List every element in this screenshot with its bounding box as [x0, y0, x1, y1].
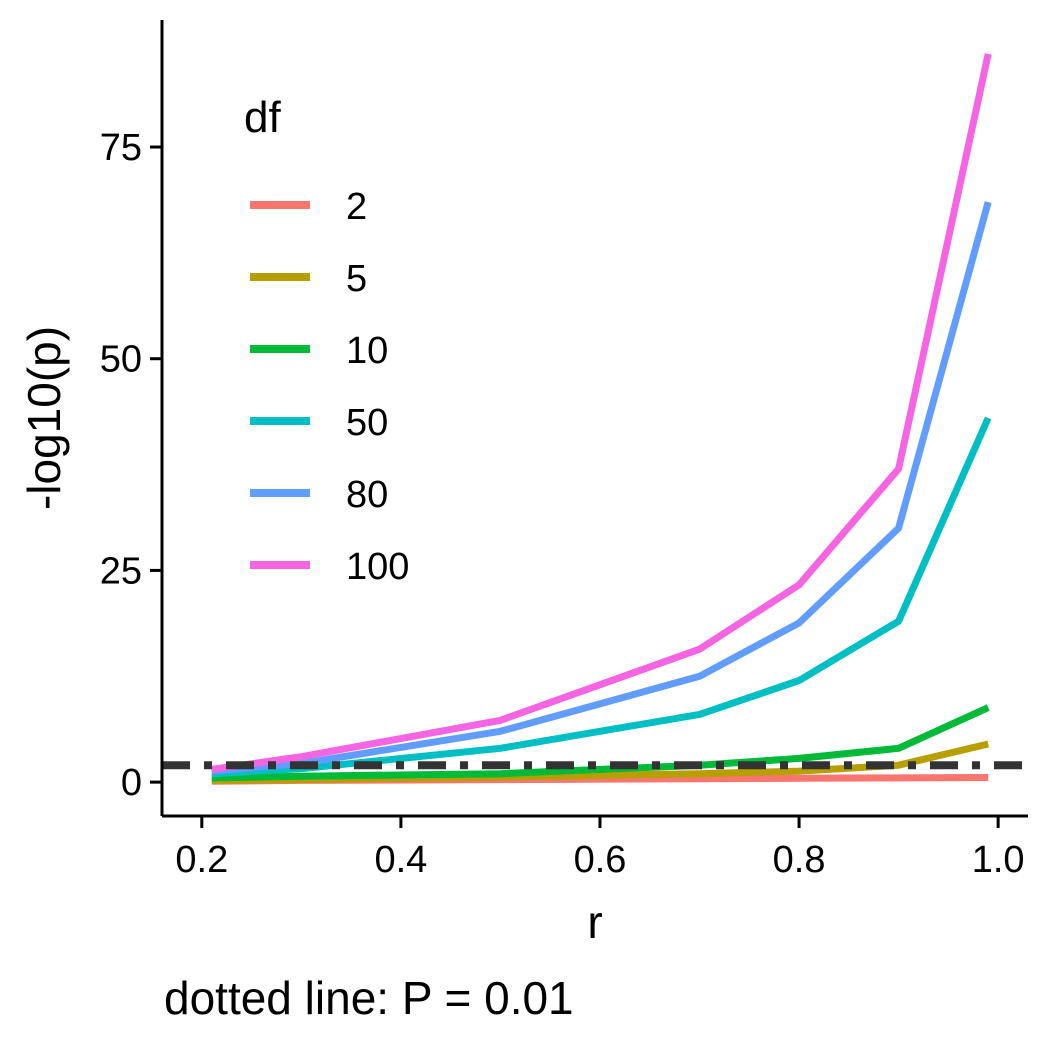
legend: df 2 5 10 50 80 100: [244, 93, 409, 588]
y-tick-label: 0: [121, 762, 142, 804]
legend-label-df-2: 2: [346, 186, 367, 228]
x-tick-label: 0.4: [374, 839, 427, 881]
series-lines-layer: [211, 53, 992, 785]
legend-label-df-100: 100: [346, 546, 409, 588]
y-tick-label: 75: [100, 127, 142, 169]
y-tick-label: 25: [100, 550, 142, 592]
legend-label-df-10: 10: [346, 330, 388, 372]
chart-caption: dotted line: P = 0.01: [164, 972, 574, 1024]
legend-label-df-5: 5: [346, 258, 367, 300]
x-tick-label: 0.6: [574, 839, 627, 881]
series-line-df-100: [211, 53, 992, 773]
x-tick-label: 1.0: [972, 839, 1025, 881]
legend-items: 2 5 10 50 80 100: [250, 186, 409, 588]
y-axis-title: -log10(p): [18, 326, 70, 510]
legend-label-df-80: 80: [346, 474, 388, 516]
x-axis-title: r: [587, 896, 602, 948]
legend-title: df: [244, 93, 281, 142]
x-tick-label: 0.2: [175, 839, 228, 881]
y-tick-label: 50: [100, 339, 142, 381]
series-line-df-50: [211, 416, 992, 778]
axes-layer: [160, 20, 1028, 818]
x-tick-label: 0.8: [773, 839, 826, 881]
legend-label-df-50: 50: [346, 402, 388, 444]
